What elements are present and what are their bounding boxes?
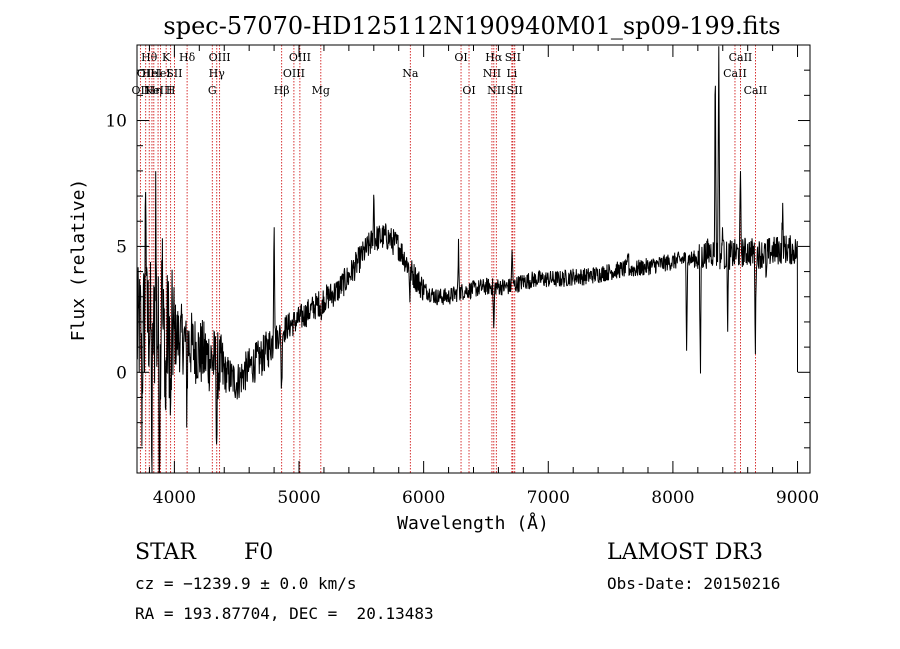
line-label: H xyxy=(166,84,176,97)
info-survey: LAMOST DR3 xyxy=(607,540,763,565)
line-label: G xyxy=(208,84,217,97)
info-cz: cz = −1239.9 ± 0.0 km/s xyxy=(135,574,357,593)
x-tick-label: 6000 xyxy=(402,488,445,508)
chart-title: spec-57070-HD125112N190940M01_sp09-199.f… xyxy=(163,12,780,40)
line-label: OIII xyxy=(283,67,305,80)
line-label: Hγ xyxy=(209,67,226,80)
x-axis-label: Wavelength (Å) xyxy=(397,512,549,534)
line-label: Hα xyxy=(485,51,503,64)
line-label: CaII xyxy=(744,84,768,97)
y-axis-label: Flux (relative) xyxy=(68,179,89,342)
line-label: SII xyxy=(505,51,521,64)
x-tick-label: 7000 xyxy=(527,488,570,508)
line-label: Li xyxy=(506,67,517,80)
line-label: CaII xyxy=(723,67,747,80)
line-label: Hθ xyxy=(141,51,158,64)
info-coords: RA = 193.87704, DEC = 20.13483 xyxy=(135,604,434,623)
line-label: NII xyxy=(487,84,505,97)
line-label: Na xyxy=(402,67,419,80)
line-label: K xyxy=(162,51,171,64)
line-label: OI xyxy=(454,51,467,64)
x-tick-label: 4000 xyxy=(153,488,196,508)
info-obs-date: Obs-Date: 20150216 xyxy=(607,574,781,593)
line-label: OII xyxy=(132,84,150,97)
y-tick-label: 5 xyxy=(116,237,127,257)
line-label: Mg xyxy=(312,84,330,97)
line-label: HeI xyxy=(150,67,170,80)
line-label: SII xyxy=(507,84,523,97)
line-label: HeI xyxy=(142,67,162,80)
spectrum-line xyxy=(136,46,798,474)
line-label: CaII xyxy=(729,51,753,64)
line-label: NeIII xyxy=(143,84,172,97)
line-label: Hδ xyxy=(179,51,196,64)
info-class: STAR xyxy=(135,540,196,565)
line-label: NII xyxy=(483,67,501,80)
x-tick-label: 8000 xyxy=(651,488,694,508)
x-tick-label: 9000 xyxy=(776,488,819,508)
info-subclass: F0 xyxy=(244,540,274,565)
line-label: OIII xyxy=(289,51,311,64)
line-label: OI xyxy=(462,84,475,97)
line-label: OIII xyxy=(209,51,231,64)
line-label: Hβ xyxy=(274,84,290,97)
axis-ticks: 4000 5000 6000 7000 8000 9000 0 5 10 xyxy=(105,44,819,508)
y-tick-label: 0 xyxy=(116,363,127,383)
line-label: SII xyxy=(166,67,182,80)
y-tick-label: 10 xyxy=(105,112,127,132)
x-tick-label: 5000 xyxy=(277,488,320,508)
